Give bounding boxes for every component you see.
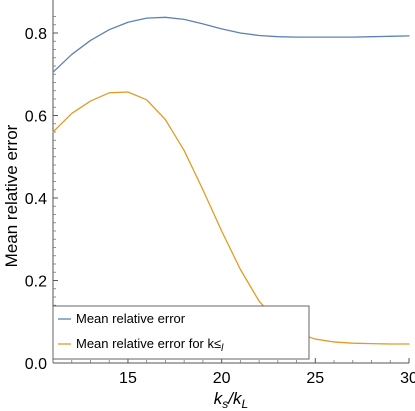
legend-box [52,305,310,360]
x-axis-title: ks/kL [214,389,248,411]
y-axis-title: Mean relative error [2,124,21,267]
legend-label-series-1: Mean relative error [76,311,186,326]
x-tick-label: 15 [119,370,137,387]
x-axis-title-main: k [214,389,224,408]
series-line-2 [52,91,410,345]
legend-label-series-2-sub: l [221,343,224,354]
y-tick-label: 0.2 [25,274,47,291]
x-tick-label: 30 [400,370,415,387]
y-tick-label: 0.8 [25,26,47,43]
y-tick-label: 0.4 [25,191,47,208]
x-tick-label: 20 [213,370,231,387]
legend: Mean relative error Mean relative error … [52,305,310,360]
series-group [52,16,410,345]
y-axis: 0.0 0.2 0.4 0.6 0.8 [25,16,58,373]
x-axis-title-sep: /k [227,389,243,408]
x-axis-title-sub-num: s [222,397,228,411]
y-tick-label: 0.6 [25,109,47,126]
legend-label-series-2-main: Mean relative error for k≤ [76,336,221,351]
x-tick-label: 25 [306,370,324,387]
x-axis: 15 20 25 30 [52,358,415,387]
legend-label-series-2: Mean relative error for k≤l [76,336,224,354]
x-axis-title-sub-den: L [242,397,249,411]
y-tick-label: 0.0 [25,356,47,373]
series-line-1 [52,16,410,73]
